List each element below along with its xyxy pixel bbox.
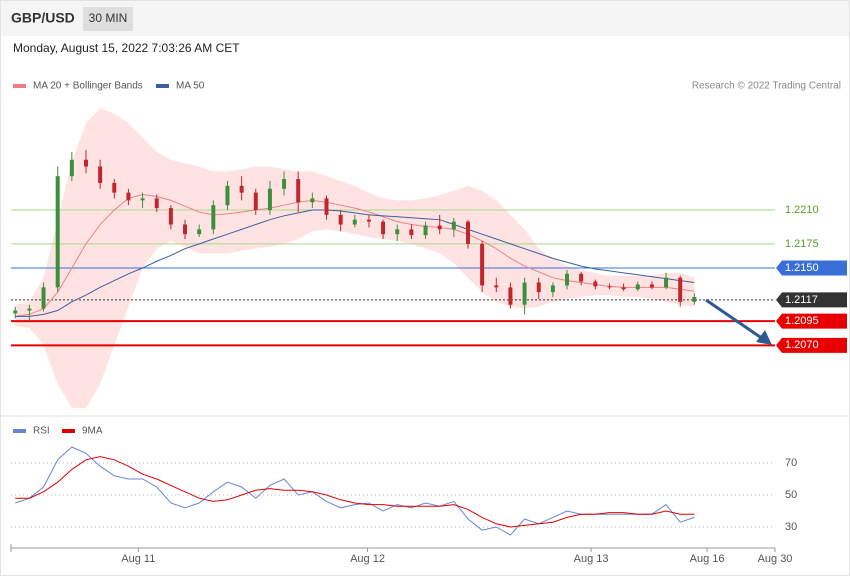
legend-label: MA 20 + Bollinger Bands [33,81,143,92]
level-label: 1.2210 [785,204,819,216]
x-tick-label: Aug 30 [758,553,793,565]
candle-body [225,185,230,206]
rsi-line [15,456,695,528]
price-panel: MA 20 + Bollinger Bands MA 50 Research © 2… [11,81,847,409]
candle-body [635,284,640,290]
candle-body [607,286,612,288]
candle-body [338,214,343,225]
legend-label: RSI [33,426,50,437]
date: Monday, August 15, 2022 7:03:26 AM CET [13,41,240,55]
timeframe-box [83,7,133,31]
candle-body [55,176,60,288]
level-box [776,260,847,276]
header-bar [1,1,849,36]
symbol: GBP/USD [11,10,75,26]
candle-body [381,221,386,235]
bollinger-band [15,108,695,409]
y-tick-label: 30 [785,521,797,533]
candle-body [239,185,244,193]
candle-body [296,179,301,203]
candle-body [366,219,371,222]
candle-body [13,310,18,314]
legend-swatch [62,429,75,433]
candle-body [126,192,131,201]
candle-body [508,287,513,305]
candle-body [168,208,173,225]
candle-body [522,282,527,305]
candle-body [621,287,626,290]
candle-body [649,284,654,288]
rsi-panel: RSI 9MA 30 50 70 Aug 11 Aug 12 Aug 13 Aug 16 Aug … [10,426,797,565]
x-tick-label: Aug 13 [574,553,609,565]
candle-body [253,192,258,211]
legend-swatch [13,84,26,88]
candle-body [98,166,103,183]
candle-body [41,287,46,309]
level-box [776,313,847,329]
ma50-line [15,209,695,317]
legend-swatch [156,84,169,88]
y-tick-label: 50 [785,489,797,501]
level-box [776,337,847,353]
level-label: 1.2117 [785,294,818,306]
candle-body [395,229,400,235]
forecast-arrowhead [756,330,772,345]
y-tick-label: 70 [785,457,797,469]
level-label: 1.2070 [785,339,819,351]
candle-body [140,198,145,201]
forecast-arrow [705,298,764,341]
candle-body [282,179,287,189]
candle-body [593,281,598,287]
level-label: 1.2175 [785,238,819,250]
candle-body [692,297,697,302]
candle-body [409,229,414,236]
legend-label: MA 50 [176,81,205,92]
candle-body [480,243,485,286]
candle-body [536,282,541,293]
level-box [776,292,847,308]
candle-body [310,198,315,203]
candle-body [437,225,442,230]
candle-body [183,224,188,235]
candle-body [211,205,216,230]
candle-body [352,219,357,225]
candle-body [550,285,555,293]
candle-body [324,198,329,215]
candle-body [465,221,470,244]
x-tick-label: Aug 12 [350,553,385,565]
candle-body [664,277,669,288]
candle-body [451,221,456,230]
x-tick-label: Aug 11 [121,553,155,565]
candle-body [69,159,74,177]
candle-body [579,273,584,282]
candle-body [112,182,117,193]
level-label: 1.2095 [785,315,819,327]
candle-body [565,273,570,286]
timeframe: 30 MIN [89,11,128,25]
candle-body [423,225,428,236]
candle-body [678,277,683,302]
candle-body [27,308,32,311]
candle-body [494,285,499,288]
legend-swatch [13,429,26,433]
candle-body [154,198,159,209]
source: Research © 2022 Trading Central [692,81,841,92]
candle-body [197,229,202,235]
legend-label: 9MA [82,426,103,437]
level-label: 1.2150 [785,262,819,274]
x-tick-label: Aug 16 [690,553,725,565]
candle-body [83,159,88,167]
candle-body [267,188,272,211]
